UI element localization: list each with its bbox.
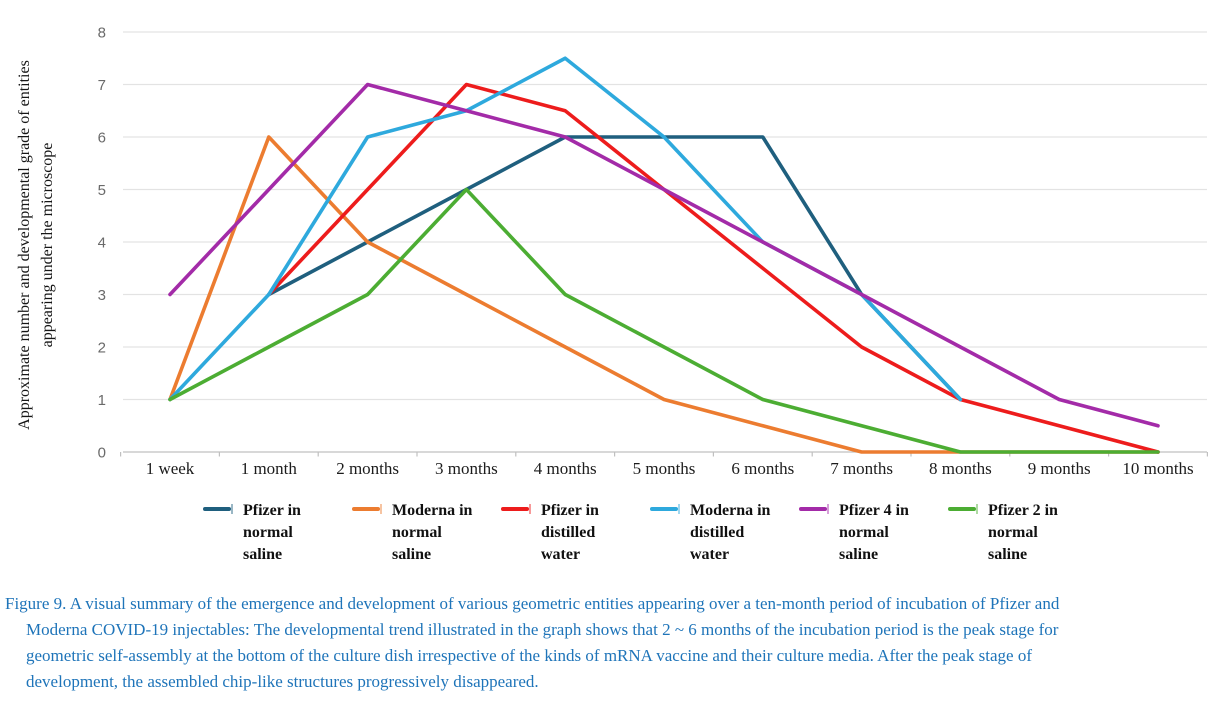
y-tick-label-8: 8 (98, 25, 106, 42)
y-tick-label-4: 4 (98, 235, 106, 252)
x-tick-label-6-months: 6 months (731, 459, 794, 478)
legend-item-pfizer-in-distilled-water: Pfizer in distilled water (501, 500, 650, 566)
legend-line-marker (203, 504, 233, 514)
legend-item-pfizer-4-in-normal-saline: Pfizer 4 in normal saline (799, 500, 948, 566)
series-line-pfizer-4-in-normal-saline (168, 82, 1160, 428)
x-tick-label-5-months: 5 months (633, 459, 696, 478)
y-tick-label-1: 1 (98, 392, 106, 409)
legend-item-moderna-in-normal-saline: Moderna in normal saline (352, 500, 501, 566)
legend-label-line: Pfizer 4 in (839, 502, 909, 519)
legend-label-line: Pfizer in (243, 502, 301, 519)
legend-line-swatch (203, 507, 231, 511)
y-tick-label-5: 5 (98, 182, 106, 199)
chart-legend: Pfizer in normal saline Moderna in normal sal… (203, 500, 1097, 566)
legend-label: Pfizer 4 in normal saline (839, 500, 909, 566)
legend-marker-tick (528, 504, 531, 514)
legend-label: Pfizer in normal saline (243, 500, 301, 566)
legend-label: Pfizer in distilled water (541, 500, 599, 566)
y-tick-label-0: 0 (98, 445, 106, 462)
legend-label-line: saline (243, 546, 283, 563)
x-tick-label-3-months: 3 months (435, 459, 498, 478)
legend-label-line: saline (988, 546, 1028, 563)
legend-label-line: normal (839, 524, 889, 541)
legend-label-line: Moderna in (392, 502, 473, 519)
y-tick-label-7: 7 (98, 77, 106, 94)
legend-line-swatch (352, 507, 380, 511)
legend-label: Moderna in normal saline (392, 500, 472, 566)
legend-line-swatch (650, 507, 678, 511)
legend-marker-tick (826, 504, 829, 514)
series-line-pfizer-in-distilled-water (266, 82, 1160, 454)
x-tick-label-2-months: 2 months (336, 459, 399, 478)
legend-item-pfizer-in-normal-saline: Pfizer in normal saline (203, 500, 352, 566)
legend-label-line: Moderna in (690, 502, 771, 519)
legend-label: Moderna in distilled water (690, 500, 770, 566)
legend-label-line: Pfizer 2 in (988, 502, 1058, 519)
legend-line-swatch (948, 507, 976, 511)
x-tick-label-7-months: 7 months (830, 459, 893, 478)
x-tick-label-4-months: 4 months (534, 459, 597, 478)
legend-label-line: water (541, 546, 581, 563)
y-tick-label-3: 3 (98, 287, 106, 304)
legend-line-marker (501, 504, 531, 514)
legend-line-swatch (501, 507, 529, 511)
x-tick-label-8-months: 8 months (929, 459, 992, 478)
line-chart: 0 1 2 3 4 5 6 7 8 1 week 1 month 2 months 3 months 4 … (98, 25, 1209, 478)
legend-label-line: Pfizer in (541, 502, 599, 519)
series-line-pfizer-2-in-normal-saline (168, 187, 1160, 454)
legend-marker-tick (975, 504, 978, 514)
series-line-pfizer-in-normal-saline (266, 135, 963, 402)
caption-line-4: development, the assembled chip-like str… (26, 672, 539, 691)
caption-line-1: Figure 9. A visual summary of the emerge… (5, 594, 1060, 613)
legend-marker-tick (677, 504, 680, 514)
legend-item-moderna-in-distilled-water: Moderna in distilled water (650, 500, 799, 566)
legend-marker-tick (230, 504, 233, 514)
figure-caption: Figure 9. A visual summary of the emerge… (5, 591, 1223, 695)
legend-label-line: normal (988, 524, 1038, 541)
legend-label-line: normal (243, 524, 293, 541)
legend-label-line: saline (392, 546, 432, 563)
legend-line-marker (948, 504, 978, 514)
legend-label-line: saline (839, 546, 879, 563)
x-tick-label-1-week: 1 week (146, 459, 195, 478)
legend-item-pfizer-2-in-normal-saline: Pfizer 2 in normal saline (948, 500, 1097, 566)
legend-line-marker (650, 504, 680, 514)
legend-line-swatch (799, 507, 827, 511)
x-tick-label-1-month: 1 month (241, 459, 298, 478)
legend-label: Pfizer 2 in normal saline (988, 500, 1058, 566)
legend-line-marker (799, 504, 829, 514)
x-tick-label-10-months: 10 months (1122, 459, 1193, 478)
caption-line-2: Moderna COVID-19 injectables: The develo… (26, 620, 1059, 639)
legend-label-line: distilled (541, 524, 596, 541)
y-tick-label-6: 6 (98, 130, 106, 147)
legend-label-line: distilled (690, 524, 745, 541)
legend-label-line: normal (392, 524, 442, 541)
legend-marker-tick (379, 504, 382, 514)
y-tick-label-2: 2 (98, 340, 106, 357)
caption-line-3: geometric self-assembly at the bottom of… (26, 646, 1032, 665)
x-tick-label-9-months: 9 months (1028, 459, 1091, 478)
legend-label-line: water (690, 546, 730, 563)
legend-line-marker (352, 504, 382, 514)
